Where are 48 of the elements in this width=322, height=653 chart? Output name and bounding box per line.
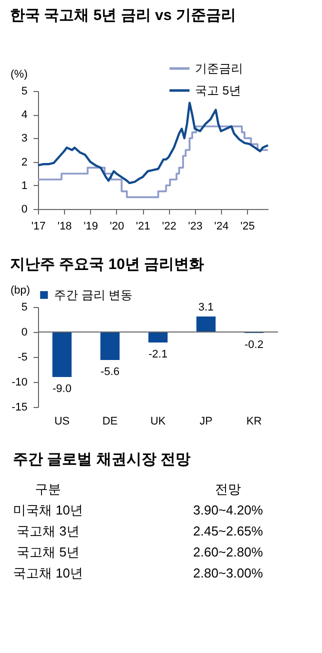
x-tick-label: '20 <box>110 220 124 232</box>
x-tick-label: '22 <box>162 220 176 232</box>
data-label: 3.1 <box>198 302 214 314</box>
text: 국고채 5년 <box>16 544 80 560</box>
y-tick-label: -10 <box>12 376 28 388</box>
y-tick-label: 0 <box>21 326 28 338</box>
y-tick-label: 5 <box>21 302 28 314</box>
chart-title: 지난주 주요국 10년 금리변화 <box>10 256 204 273</box>
x-tick-label: '18 <box>57 220 72 232</box>
text: 국고채 3년 <box>16 524 80 538</box>
y-axis-title: (bp) <box>10 284 30 296</box>
text: 미국채 10년 <box>12 502 84 518</box>
x-tick-label: JP <box>200 416 212 428</box>
y-tick-label: 4 <box>21 109 28 122</box>
x-tick-label: US <box>54 416 70 428</box>
text: 2.60~2.80% <box>193 544 264 560</box>
text: 2.80~3.00% <box>193 566 264 580</box>
x-tick-label: '17 <box>31 220 46 232</box>
y-tick-label: 2 <box>21 156 28 168</box>
y-tick-label: 3 <box>21 132 28 145</box>
legend-label: 주간 금리 변동 <box>54 288 133 302</box>
data-label: -2.1 <box>148 348 168 360</box>
text: 3.90~4.20% <box>193 502 264 518</box>
data-label: -9.0 <box>52 383 72 395</box>
text: 2.45~2.65% <box>193 524 264 538</box>
x-tick-label: DE <box>102 416 118 428</box>
x-tick-label: '25 <box>240 220 255 232</box>
x-tick-label: '21 <box>136 220 150 232</box>
y-tick-label: 5 <box>21 86 28 98</box>
y-tick-label: 1 <box>21 180 28 192</box>
text: 국고채 10년 <box>12 566 84 580</box>
text: 구분 <box>35 482 61 496</box>
x-tick-label: '24 <box>214 220 229 232</box>
x-tick-label: '23 <box>188 220 202 232</box>
legend-label: 국고 5년 <box>195 84 242 98</box>
y-tick-label: -5 <box>18 352 28 364</box>
y-tick-label: -15 <box>12 402 28 414</box>
x-tick-label: UK <box>150 416 166 428</box>
text: 전망 <box>215 482 241 496</box>
text: 주간 글로벌 채권시장 전망 <box>12 451 190 468</box>
legend-label: 기준금리 <box>195 62 243 76</box>
x-tick-label: KR <box>246 416 262 428</box>
y-axis-title: (%) <box>10 68 28 80</box>
y-tick-label: 0 <box>21 204 28 216</box>
data-label: -5.6 <box>100 366 120 378</box>
chart-title: 한국 국고채 5년 금리 vs 기준금리 <box>10 7 236 24</box>
data-label: -0.2 <box>244 339 264 351</box>
x-tick-label: '19 <box>84 220 98 232</box>
